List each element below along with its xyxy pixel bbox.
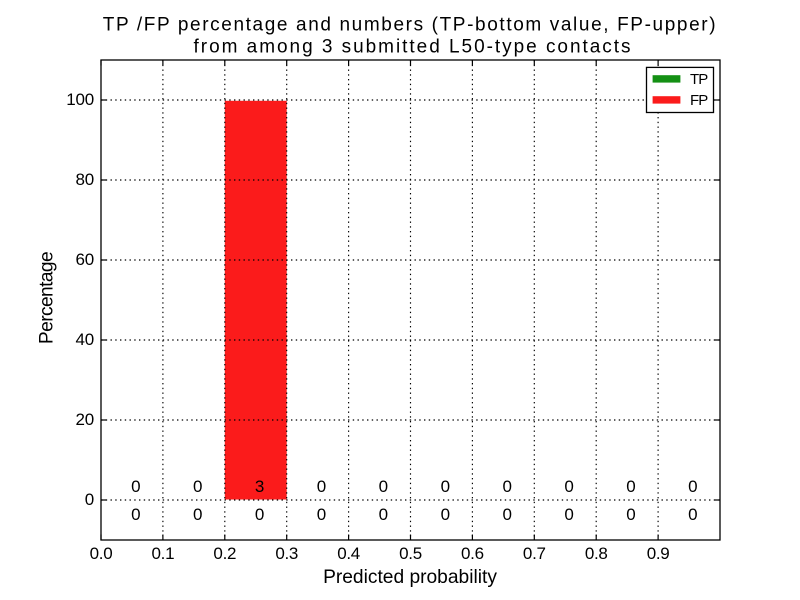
svg-text:0: 0 — [626, 477, 635, 496]
svg-text:0: 0 — [379, 505, 388, 524]
svg-text:0: 0 — [193, 477, 202, 496]
svg-text:0.0: 0.0 — [90, 544, 113, 563]
svg-text:0: 0 — [441, 505, 450, 524]
svg-text:Percentage: Percentage — [37, 252, 58, 344]
svg-text:0: 0 — [688, 477, 697, 496]
svg-text:0: 0 — [564, 477, 573, 496]
svg-text:40: 40 — [75, 330, 94, 349]
svg-text:0.3: 0.3 — [275, 544, 298, 563]
svg-text:60: 60 — [75, 250, 94, 269]
svg-text:0: 0 — [85, 490, 94, 509]
svg-text:0: 0 — [688, 505, 697, 524]
svg-text:0.2: 0.2 — [213, 544, 236, 563]
svg-text:0: 0 — [193, 505, 202, 524]
svg-text:100: 100 — [66, 90, 94, 109]
svg-text:0: 0 — [626, 505, 635, 524]
svg-text:0: 0 — [502, 477, 511, 496]
svg-text:0: 0 — [441, 477, 450, 496]
svg-text:0.1: 0.1 — [152, 544, 175, 563]
svg-text:3: 3 — [255, 477, 264, 496]
svg-text:0: 0 — [255, 505, 264, 524]
svg-text:0.4: 0.4 — [337, 544, 360, 563]
svg-text:from among 3 submitted L50-typ: from among 3 submitted L50-type contacts — [194, 37, 633, 58]
svg-text:0: 0 — [317, 505, 326, 524]
svg-text:Predicted probability: Predicted probability — [323, 567, 497, 588]
svg-text:0.5: 0.5 — [399, 544, 422, 563]
svg-text:FP: FP — [690, 92, 708, 109]
svg-text:0: 0 — [131, 477, 140, 496]
svg-text:80: 80 — [75, 170, 94, 189]
svg-text:0: 0 — [379, 477, 388, 496]
svg-text:0: 0 — [502, 505, 511, 524]
svg-text:0.6: 0.6 — [461, 544, 484, 563]
svg-text:0.8: 0.8 — [585, 544, 608, 563]
svg-text:0: 0 — [131, 505, 140, 524]
svg-text:20: 20 — [75, 410, 94, 429]
svg-text:0.9: 0.9 — [647, 544, 670, 563]
svg-text:TP: TP — [690, 71, 708, 88]
svg-text:0: 0 — [564, 505, 573, 524]
svg-text:0.7: 0.7 — [523, 544, 546, 563]
svg-text:TP /FP percentage and numbers: TP /FP percentage and numbers (TP-bottom… — [103, 15, 717, 36]
svg-text:0: 0 — [317, 477, 326, 496]
